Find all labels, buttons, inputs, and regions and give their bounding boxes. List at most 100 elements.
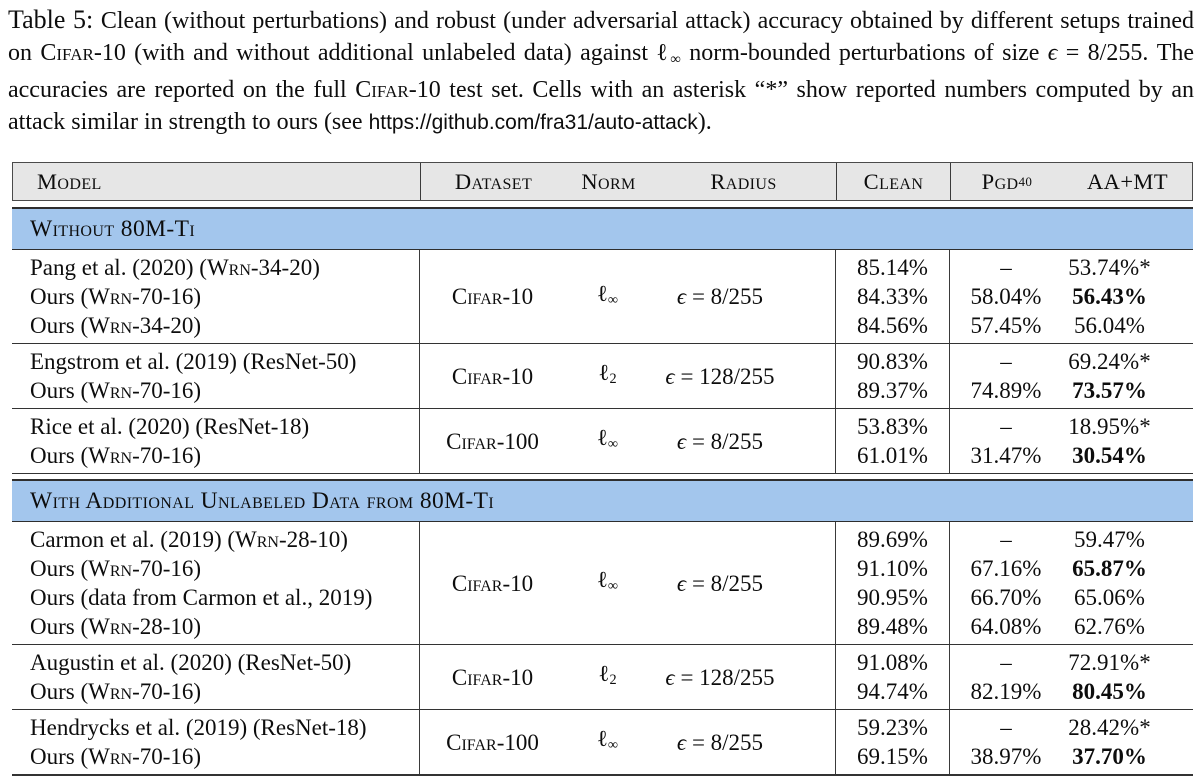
pgd-label: Pgd — [981, 168, 1019, 194]
pgd-value: – — [1000, 255, 1012, 281]
aamt-cell: 53.74%* 56.43% 56.04% — [1062, 250, 1193, 343]
norm-cell: ℓ∞ — [565, 250, 650, 343]
aamt-value: 56.43% — [1072, 284, 1147, 310]
model-line: Rice et al. (2020) (ResNet-18) — [30, 414, 310, 440]
norm-cell: ℓ2 — [565, 645, 650, 709]
pgd-cell: – 31.47% — [950, 409, 1062, 473]
norm-cell: ℓ∞ — [565, 522, 650, 644]
aamt-value: 62.76% — [1074, 614, 1145, 640]
model-line: Augustin et al. (2020) (ResNet-50) — [30, 650, 352, 676]
clean-value: 84.33% — [857, 284, 928, 310]
radius-value: ϵ = 128/255 — [665, 664, 775, 690]
model-line: Ours (Wrn-70-16) — [30, 556, 202, 582]
pgd-cell: – 82.19% — [950, 645, 1062, 709]
model-line: Ours (Wrn-70-16) — [30, 744, 202, 770]
norm-value: ℓ∞ — [596, 567, 619, 595]
clean-value: 94.74% — [857, 679, 928, 705]
section-rows-with: Carmon et al. (2019) (Wrn-28-10) Ours (W… — [12, 522, 1193, 777]
clean-value: 84.56% — [857, 313, 928, 339]
model-line: Carmon et al. (2019) (Wrn-28-10) — [30, 527, 348, 553]
norm-value: ℓ2 — [598, 360, 617, 388]
column-header-pgd: Pgd 40 — [951, 163, 1063, 200]
radius-value: ϵ = 128/255 — [665, 363, 775, 389]
norm-value: ℓ∞ — [596, 280, 619, 308]
clean-cell: 85.14% 84.33% 84.56% — [836, 250, 950, 344]
pgd-value: 67.16% — [970, 556, 1042, 582]
pgd-value: 74.89% — [970, 378, 1042, 404]
model-line: Ours (Wrn-34-20) — [30, 313, 202, 339]
model-line: Engstrom et al. (2019) (ResNet-50) — [30, 349, 357, 375]
dataset-value: Cifar-10 — [451, 363, 534, 389]
clean-value: 61.01% — [857, 443, 928, 469]
radius-cell: ϵ = 128/255 — [650, 344, 836, 409]
norm-cell: ℓ∞ — [565, 710, 650, 774]
aamt-cell: 72.91%* 80.45% — [1062, 645, 1193, 709]
model-line: Ours (Wrn-70-16) — [30, 378, 202, 404]
column-header-clean: Clean — [837, 163, 951, 201]
aamt-cell: 59.47% 65.87% 65.06% 62.76% — [1062, 522, 1193, 644]
aamt-cell: 69.24%* 73.57% — [1062, 344, 1193, 408]
model-line: Ours (Wrn-70-16) — [30, 284, 202, 310]
column-header-dataset: Dataset — [454, 168, 533, 194]
model-line: Hendrycks et al. (2019) (ResNet-18) — [30, 715, 367, 741]
radius-value: ϵ = 8/255 — [676, 570, 764, 596]
aamt-value: 28.42%* — [1068, 715, 1151, 741]
model-line: Ours (data from Carmon et al., 2019) — [30, 585, 373, 611]
pgd-cell: – 58.04% 57.45% — [950, 250, 1062, 343]
pgd-value: – — [1000, 414, 1012, 440]
radius-value: ϵ = 8/255 — [676, 428, 764, 454]
dataset-value: Cifar-100 — [446, 729, 539, 755]
model-cell: Pang et al. (2020) (Wrn-34-20) Ours (Wrn… — [12, 250, 420, 344]
model-line: Ours (Wrn-28-10) — [30, 614, 202, 640]
norm-value: ℓ∞ — [596, 726, 619, 754]
clean-value: 90.95% — [857, 585, 928, 611]
pgd-value: 58.04% — [970, 284, 1042, 310]
clean-cell: 53.83% 61.01% — [836, 409, 950, 474]
clean-value: 91.08% — [857, 650, 928, 676]
dataset-cell: Cifar-10 — [420, 250, 565, 343]
table-row-group: Carmon et al. (2019) (Wrn-28-10) Ours (W… — [12, 522, 1193, 645]
dataset-cell: Cifar-10 — [420, 522, 565, 644]
clean-value: 89.48% — [857, 614, 928, 640]
clean-cell: 91.08% 94.74% — [836, 645, 950, 710]
column-header-norm: Norm — [581, 168, 636, 194]
pgd-value: 38.97% — [970, 744, 1042, 770]
model-cell: Engstrom et al. (2019) (ResNet-50) Ours … — [12, 344, 420, 409]
results-table: Model Dataset Norm Radius Clean Pgd 40 AA… — [12, 162, 1193, 777]
section-band-with-80m-ti: With Additional Unlabeled Data from 80M-… — [12, 479, 1193, 523]
pgd-value: 66.70% — [970, 585, 1042, 611]
aamt-cell: 18.95%* 30.54% — [1062, 409, 1193, 473]
pgd-superscript: 40 — [1018, 173, 1033, 189]
clean-value: 85.14% — [857, 255, 928, 281]
clean-value: 89.69% — [857, 527, 928, 553]
clean-value: 90.83% — [857, 349, 928, 375]
aamt-value: 72.91%* — [1068, 650, 1151, 676]
dataset-cell: Cifar-10 — [420, 344, 565, 408]
aamt-value: 37.70% — [1072, 744, 1147, 770]
pgd-value: 64.08% — [970, 614, 1042, 640]
aamt-value: 59.47% — [1074, 527, 1145, 553]
model-cell: Augustin et al. (2020) (ResNet-50) Ours … — [12, 645, 420, 710]
table-header-row: Model Dataset Norm Radius Clean Pgd 40 AA… — [12, 162, 1193, 202]
clean-value: 53.83% — [857, 414, 928, 440]
model-cell: Carmon et al. (2019) (Wrn-28-10) Ours (W… — [12, 522, 420, 645]
norm-cell: ℓ2 — [565, 344, 650, 408]
model-cell: Hendrycks et al. (2019) (ResNet-18) Ours… — [12, 710, 420, 775]
norm-value: ℓ2 — [598, 661, 617, 689]
norm-value: ℓ∞ — [596, 425, 619, 453]
aamt-value: 73.57% — [1072, 378, 1147, 404]
pgd-value: – — [1000, 349, 1012, 375]
radius-cell: ϵ = 8/255 — [650, 522, 836, 645]
column-header-model: Model — [13, 163, 421, 201]
norm-cell: ℓ∞ — [565, 409, 650, 473]
dataset-value: Cifar-10 — [451, 284, 534, 310]
clean-value: 69.15% — [857, 744, 928, 770]
aamt-value: 69.24%* — [1068, 349, 1151, 375]
radius-cell: ϵ = 8/255 — [650, 710, 836, 775]
section-band-without-80m-ti: Without 80M-Ti — [12, 207, 1193, 251]
dataset-cell: Cifar-100 — [420, 710, 565, 774]
model-cell: Rice et al. (2020) (ResNet-18) Ours (Wrn… — [12, 409, 420, 474]
clean-value: 91.10% — [857, 556, 928, 582]
aamt-value: 65.06% — [1074, 585, 1145, 611]
